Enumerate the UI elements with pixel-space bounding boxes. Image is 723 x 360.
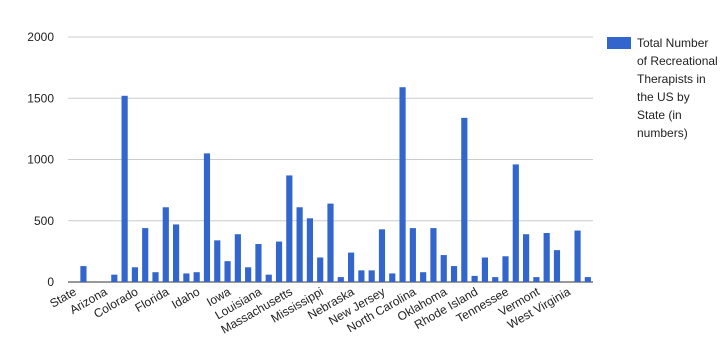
legend-swatch (607, 37, 631, 49)
bar (317, 257, 324, 282)
bar (142, 228, 149, 282)
bar (584, 277, 591, 282)
bar (183, 273, 190, 282)
bar (502, 256, 509, 282)
bar (286, 175, 293, 282)
bar (378, 229, 386, 282)
bar (275, 241, 283, 282)
bar (358, 270, 365, 282)
y-tick-label: 1000 (27, 153, 54, 167)
bar (265, 274, 272, 282)
bar (512, 164, 519, 282)
bar (543, 233, 550, 282)
bar (440, 255, 447, 282)
bar (523, 234, 530, 282)
bar (368, 270, 375, 282)
x-tick-label: Florida (133, 284, 172, 315)
bar (224, 261, 231, 282)
bar (337, 277, 344, 282)
bar (203, 153, 211, 282)
bar (173, 224, 180, 282)
bar (121, 95, 128, 282)
bar (553, 250, 561, 282)
bar (296, 207, 303, 282)
y-tick-label: 0 (47, 275, 54, 289)
bar (162, 207, 169, 282)
bar (111, 274, 118, 282)
bar (327, 203, 334, 282)
y-tick-label: 500 (34, 214, 54, 228)
bar (80, 266, 87, 282)
bar (234, 234, 241, 282)
bar (450, 266, 458, 282)
bar (389, 273, 396, 282)
bar (471, 275, 478, 282)
bar (461, 117, 468, 282)
bar (245, 267, 252, 282)
bar (255, 244, 262, 282)
bar (430, 228, 437, 282)
legend-label: Total Number of Recreational Therapists … (637, 36, 718, 140)
bar (214, 240, 221, 282)
y-tick-label: 1500 (27, 91, 54, 105)
bar (193, 272, 200, 282)
y-tick-label: 2000 (27, 30, 54, 44)
bar (409, 228, 416, 282)
bar (152, 272, 159, 282)
bar (420, 272, 427, 282)
bar (574, 230, 581, 282)
bar (399, 87, 406, 282)
bar (306, 218, 313, 282)
bar (492, 277, 499, 282)
x-tick-label: Idaho (169, 284, 202, 311)
bar (481, 257, 488, 282)
bar (131, 267, 138, 282)
bar (533, 277, 540, 282)
bar (348, 252, 355, 282)
